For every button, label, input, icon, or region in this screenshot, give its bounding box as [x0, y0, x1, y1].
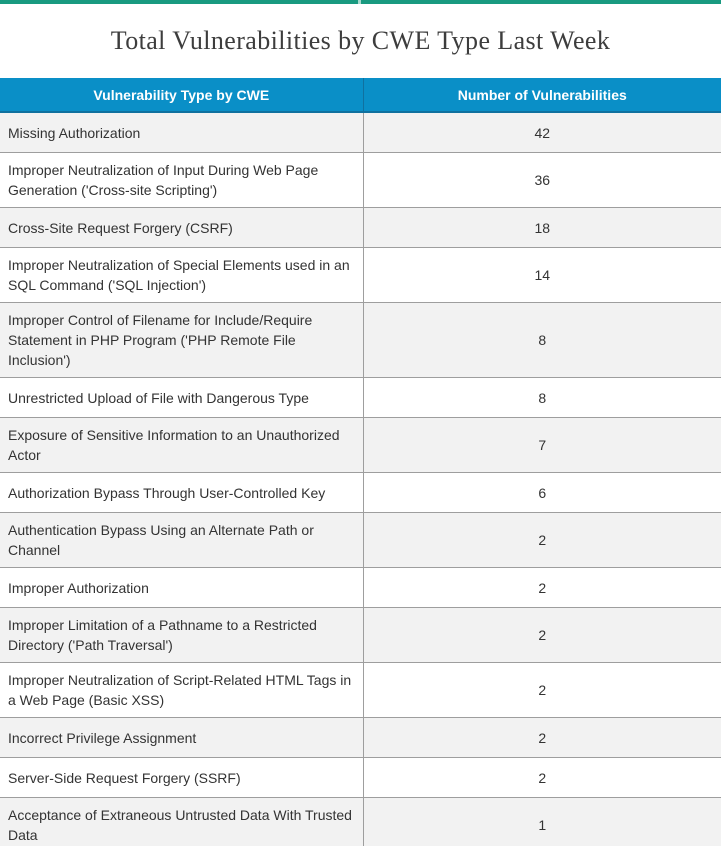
table-row: Improper Neutralization of Script-Relate…: [0, 662, 721, 718]
vulnerability-type-cell: Incorrect Privilege Assignment: [0, 717, 364, 758]
vulnerability-count-cell: 2: [363, 567, 721, 608]
top-bar-divider: [358, 0, 361, 4]
vulnerability-count-cell: 2: [363, 757, 721, 798]
vulnerability-count-cell: 14: [363, 247, 721, 303]
vulnerability-type-cell: Missing Authorization: [0, 112, 364, 153]
table-row: Exposure of Sensitive Information to an …: [0, 417, 721, 473]
column-header-number-of-vulnerabilities: Number of Vulnerabilities: [363, 78, 721, 113]
vulnerability-count-cell: 18: [363, 207, 721, 248]
vulnerabilities-table: Vulnerability Type by CWE Number of Vuln…: [0, 78, 721, 846]
table-row: Incorrect Privilege Assignment 2: [0, 717, 721, 758]
table-header-row: Vulnerability Type by CWE Number of Vuln…: [0, 78, 721, 113]
vulnerability-type-cell: Improper Neutralization of Special Eleme…: [0, 247, 364, 303]
table-row: Improper Neutralization of Special Eleme…: [0, 247, 721, 303]
table-row: Improper Control of Filename for Include…: [0, 302, 721, 378]
vulnerability-type-cell: Authorization Bypass Through User-Contro…: [0, 472, 364, 513]
table-row: Improper Authorization 2: [0, 567, 721, 608]
vulnerability-count-cell: 1: [363, 797, 721, 846]
table-row: Authorization Bypass Through User-Contro…: [0, 472, 721, 513]
vulnerability-type-cell: Improper Control of Filename for Include…: [0, 302, 364, 378]
vulnerability-type-cell: Cross-Site Request Forgery (CSRF): [0, 207, 364, 248]
vulnerability-count-cell: 42: [363, 112, 721, 153]
column-header-vulnerability-type: Vulnerability Type by CWE: [0, 78, 364, 113]
vulnerability-count-cell: 8: [363, 302, 721, 378]
vulnerability-count-cell: 2: [363, 512, 721, 568]
vulnerability-type-cell: Improper Limitation of a Pathname to a R…: [0, 607, 364, 663]
vulnerability-count-cell: 7: [363, 417, 721, 473]
table-row: Acceptance of Extraneous Untrusted Data …: [0, 797, 721, 846]
vulnerability-type-cell: Unrestricted Upload of File with Dangero…: [0, 377, 364, 418]
vulnerability-count-cell: 6: [363, 472, 721, 513]
vulnerability-count-cell: 2: [363, 607, 721, 663]
table-row: Improper Limitation of a Pathname to a R…: [0, 607, 721, 663]
vulnerability-count-cell: 8: [363, 377, 721, 418]
table-row: Cross-Site Request Forgery (CSRF) 18: [0, 207, 721, 248]
top-accent-bar: [0, 0, 721, 4]
vulnerability-type-cell: Authentication Bypass Using an Alternate…: [0, 512, 364, 568]
vulnerability-type-cell: Improper Authorization: [0, 567, 364, 608]
table-row: Server-Side Request Forgery (SSRF) 2: [0, 757, 721, 798]
table-row: Missing Authorization 42: [0, 112, 721, 153]
table-row: Improper Neutralization of Input During …: [0, 152, 721, 208]
vulnerability-type-cell: Improper Neutralization of Input During …: [0, 152, 364, 208]
vulnerability-count-cell: 2: [363, 662, 721, 718]
vulnerability-type-cell: Improper Neutralization of Script-Relate…: [0, 662, 364, 718]
vulnerability-type-cell: Acceptance of Extraneous Untrusted Data …: [0, 797, 364, 846]
table-row: Unrestricted Upload of File with Dangero…: [0, 377, 721, 418]
vulnerability-type-cell: Exposure of Sensitive Information to an …: [0, 417, 364, 473]
title-area: Total Vulnerabilities by CWE Type Last W…: [0, 4, 721, 78]
vulnerability-count-cell: 36: [363, 152, 721, 208]
vulnerability-type-cell: Server-Side Request Forgery (SSRF): [0, 757, 364, 798]
table-row: Authentication Bypass Using an Alternate…: [0, 512, 721, 568]
table-body: Missing Authorization 42 Improper Neutrali…: [0, 112, 721, 846]
page-title: Total Vulnerabilities by CWE Type Last W…: [110, 26, 611, 55]
vulnerability-count-cell: 2: [363, 717, 721, 758]
